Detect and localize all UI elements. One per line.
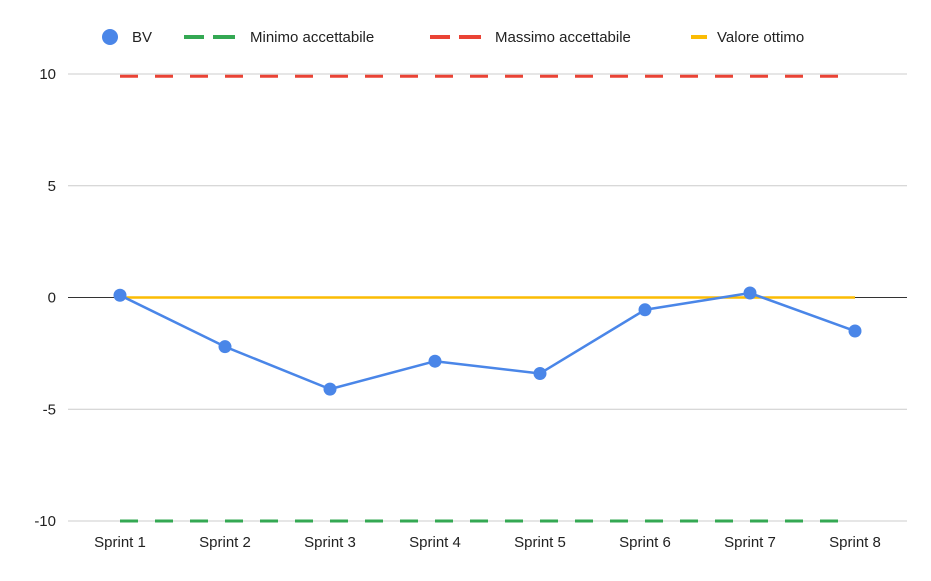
y-tick-label: 10 bbox=[39, 66, 56, 83]
data-point bbox=[323, 382, 337, 396]
data-point bbox=[848, 324, 862, 338]
y-tick-label: 0 bbox=[48, 290, 56, 307]
legend-label-bv: BV bbox=[132, 29, 152, 46]
x-tick-label: Sprint 3 bbox=[304, 534, 356, 551]
data-point bbox=[638, 303, 652, 317]
legend-swatch-bv bbox=[102, 29, 118, 45]
x-axis-ticks: Sprint 1 Sprint 2 Sprint 3 Sprint 4 Sprint 5… bbox=[94, 534, 881, 551]
x-tick-label: Sprint 2 bbox=[199, 534, 251, 551]
x-tick-label: Sprint 6 bbox=[619, 534, 671, 551]
series-group bbox=[113, 74, 862, 523]
y-axis-ticks: 10 5 0 -5 -10 bbox=[34, 66, 56, 530]
series-line-bv bbox=[119, 291, 856, 391]
data-point bbox=[218, 340, 232, 354]
y-tick-label: 5 bbox=[48, 178, 56, 195]
legend-label-valore-ottimo: Valore ottimo bbox=[717, 29, 804, 46]
y-tick-label: -5 bbox=[43, 401, 56, 418]
x-tick-label: Sprint 4 bbox=[409, 534, 461, 551]
data-point bbox=[533, 366, 547, 380]
y-tick-label: -10 bbox=[34, 513, 56, 530]
x-tick-label: Sprint 1 bbox=[94, 534, 146, 551]
legend-label-minimo-accettabile: Minimo accettabile bbox=[250, 29, 374, 46]
data-point bbox=[428, 354, 442, 368]
data-point bbox=[113, 288, 127, 302]
legend: BV Minimo accettabile Massimo accettabile V… bbox=[102, 29, 804, 46]
x-tick-label: Sprint 5 bbox=[514, 534, 566, 551]
data-point bbox=[743, 286, 757, 300]
x-tick-label: Sprint 8 bbox=[829, 534, 881, 551]
legend-label-massimo-accettabile: Massimo accettabile bbox=[495, 29, 631, 46]
x-tick-label: Sprint 7 bbox=[724, 534, 776, 551]
